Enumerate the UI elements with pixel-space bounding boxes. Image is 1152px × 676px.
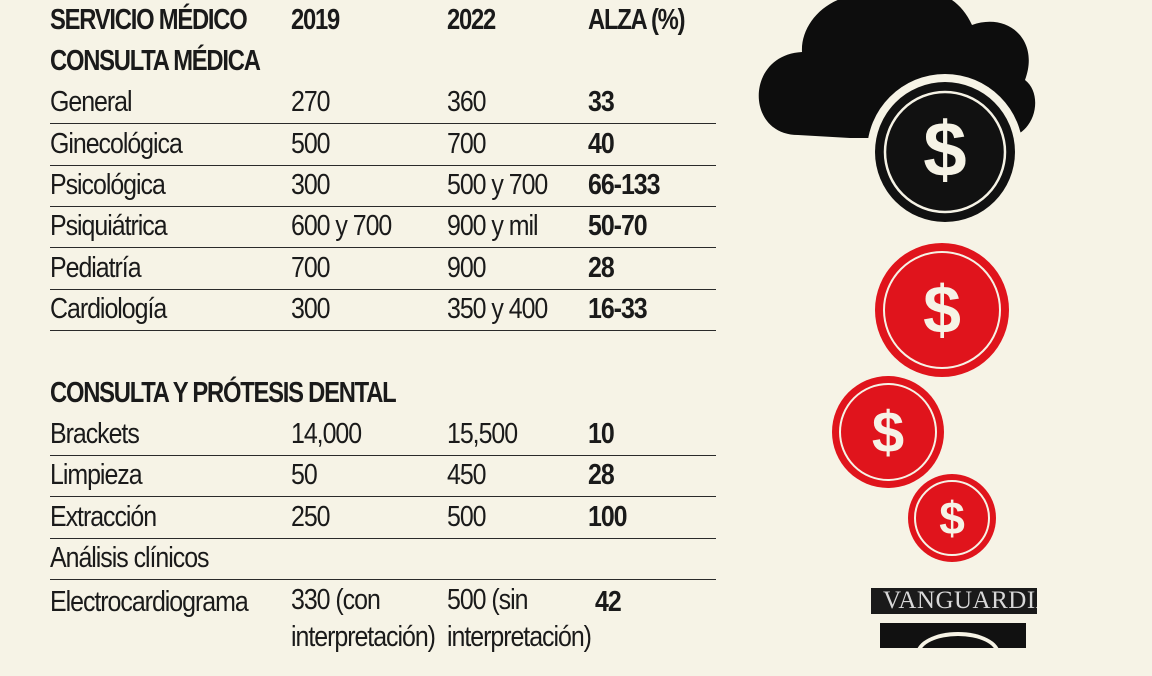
svg-text:$: $: [872, 400, 904, 465]
cell-service: Análisis clínicos: [50, 542, 210, 574]
dollar-coin-icon: $: [875, 243, 1009, 377]
section-title: CONSULTA MÉDICA: [50, 41, 716, 82]
money-illustration: $ $ $ $: [758, 0, 1036, 562]
cell-2022: 450: [447, 459, 487, 491]
cell-alza: 40: [588, 128, 615, 160]
header-2019: 2019: [291, 4, 340, 36]
table-row: Limpieza 50 450 28: [50, 455, 716, 497]
table-row: Psicológica 300 500 y 700 66-133: [50, 165, 716, 207]
table-row: Ginecológica 500 700 40: [50, 124, 716, 166]
cell-service: Psiquiátrica: [50, 210, 168, 242]
section-title: CONSULTA Y PRÓTESIS DENTAL: [50, 373, 716, 414]
cell-service: General: [50, 86, 133, 118]
cell-alza: 42: [595, 586, 622, 618]
table-row: Análisis clínicos: [50, 538, 716, 580]
table-row: Brackets 14,000 15,500 10: [50, 414, 716, 456]
section-consulta-dental: CONSULTA Y PRÓTESIS DENTAL: [50, 377, 397, 409]
cell-alza: 33: [588, 86, 615, 118]
cell-2022: 500 (sin interpretación): [447, 584, 592, 653]
table-row: Cardiología 300 350 y 400 16-33: [50, 289, 716, 331]
table-row: Psiquiátrica 600 y 700 900 y mil 50-70: [50, 206, 716, 248]
header-service: SERVICIO MÉDICO: [50, 4, 248, 36]
cell-2022: 900 y mil: [447, 210, 539, 242]
cell-2019: 270: [291, 86, 331, 118]
table-row: Pediatría 700 900 28: [50, 248, 716, 290]
cell-service: Electrocardiograma: [50, 586, 249, 618]
cell-2019: 600 y 700: [291, 210, 392, 242]
dollar-coin-icon: $: [908, 474, 996, 562]
cell-2022: 500 y 700: [447, 169, 548, 201]
cell-2022: 15,500: [447, 418, 518, 450]
cell-alza: 50-70: [588, 210, 648, 242]
watermark: VANGUARDIA: [871, 588, 1037, 614]
table-row: General 270 360 33: [50, 82, 716, 124]
cell-service: Psicológica: [50, 169, 166, 201]
cell-service: Pediatría: [50, 252, 142, 284]
cell-service: Extracción: [50, 501, 157, 533]
svg-text:$: $: [923, 272, 961, 348]
cell-2019: 330 (con interpretación): [291, 584, 436, 653]
header-row: SERVICIO MÉDICO 2019 2022 ALZA (%): [50, 0, 716, 41]
cell-2022: 700: [447, 128, 487, 160]
cell-service: Ginecológica: [50, 128, 183, 160]
cell-2022: 500: [447, 501, 487, 533]
cell-2019: 250: [291, 501, 331, 533]
table-row: Electrocardiograma 330 (con interpretaci…: [50, 582, 716, 653]
dollar-coin-icon: $: [867, 74, 1023, 230]
cell-2022: 900: [447, 252, 487, 284]
cell-2019: 14,000: [291, 418, 362, 450]
cell-alza: 28: [588, 459, 615, 491]
cell-2019: 700: [291, 252, 331, 284]
cell-service: Brackets: [50, 418, 140, 450]
svg-text:$: $: [939, 492, 965, 544]
cell-service: Limpieza: [50, 459, 143, 491]
cell-2022: 360: [447, 86, 487, 118]
cell-2022: 350 y 400: [447, 293, 548, 325]
header-alza: ALZA (%): [588, 4, 686, 36]
section-consulta-medica: CONSULTA MÉDICA: [50, 45, 261, 77]
table-row: Extracción 250 500 100: [50, 497, 716, 539]
cell-2019: 300: [291, 169, 331, 201]
svg-text:$: $: [923, 105, 966, 193]
coin-ring: [916, 632, 1000, 676]
cell-alza: 28: [588, 252, 615, 284]
cell-service: Cardiología: [50, 293, 167, 325]
cell-alza: 66-133: [588, 169, 661, 201]
cell-alza: 100: [588, 501, 628, 533]
cell-2019: 500: [291, 128, 331, 160]
cell-2019: 50: [291, 459, 318, 491]
dollar-coin-icon: $: [832, 376, 944, 488]
header-2022: 2022: [447, 4, 496, 36]
cell-alza: 16-33: [588, 293, 648, 325]
cell-alza: 10: [588, 418, 615, 450]
cell-2019: 300: [291, 293, 331, 325]
